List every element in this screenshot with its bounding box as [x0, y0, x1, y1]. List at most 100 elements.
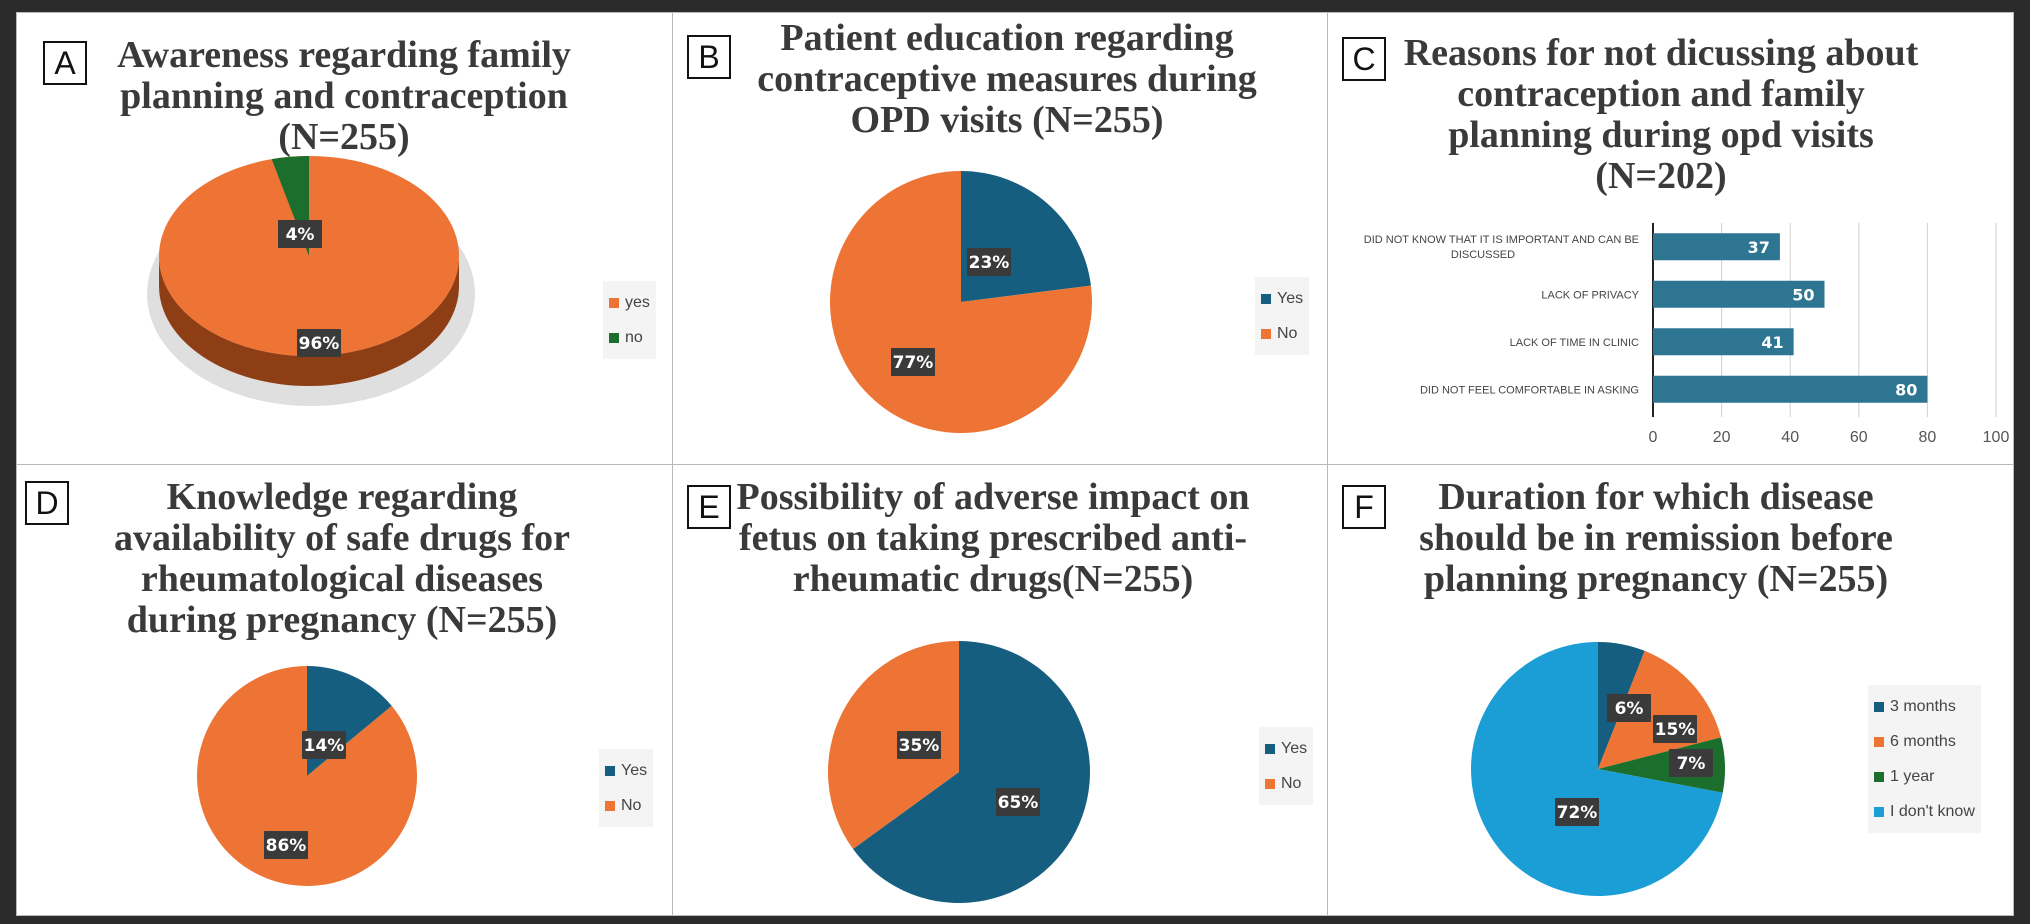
- legend-swatch: [1874, 736, 1884, 747]
- pie-slice-no: [197, 666, 418, 886]
- bar: [1653, 280, 1825, 308]
- legend-item: Yes: [605, 753, 647, 788]
- data-label: 23%: [967, 248, 1011, 276]
- data-label: 65%: [996, 788, 1040, 816]
- data-label-text: 96%: [299, 334, 340, 354]
- legend-label: 1 year: [1890, 767, 1935, 785]
- panel-b: B Patient education regarding contracept…: [672, 12, 1328, 465]
- data-label: 35%: [897, 731, 941, 759]
- legend-swatch: [609, 332, 619, 343]
- legend-label: Yes: [1277, 289, 1304, 307]
- data-label: 77%: [891, 348, 935, 376]
- chart-title: Reasons for not dicussing about contrace…: [1403, 32, 1919, 197]
- bar: [1653, 233, 1780, 261]
- pie-chart-e: 65% 35%: [827, 641, 1090, 903]
- data-label-text: 86%: [266, 836, 307, 856]
- bar-value-label: 50: [1792, 285, 1814, 304]
- legend-swatch: [1874, 806, 1884, 817]
- bar-value-label: 41: [1761, 333, 1783, 352]
- legend-swatch: [1261, 293, 1271, 304]
- data-label: 96%: [297, 329, 341, 357]
- legend-swatch: [1261, 328, 1271, 339]
- pie-chart-d: 14% 86%: [197, 666, 418, 886]
- data-label-text: 4%: [286, 225, 315, 245]
- legend: Yes No: [1255, 277, 1310, 355]
- legend-swatch: [605, 765, 615, 776]
- legend-label: No: [1277, 324, 1298, 342]
- data-label-box: [1555, 798, 1599, 826]
- category-label: LACK OF TIME IN CLINIC: [1510, 337, 1639, 349]
- data-label-box: [897, 731, 941, 759]
- data-label: 7%: [1669, 749, 1713, 777]
- category-label: LACK OF PRIVACY: [1541, 289, 1639, 301]
- data-label-box: [297, 329, 341, 357]
- legend-item: yes: [609, 285, 650, 320]
- x-tick-label: 100: [1983, 429, 2010, 446]
- legend-label: yes: [625, 293, 650, 311]
- bar: [1653, 375, 1928, 403]
- data-label: 4%: [278, 220, 322, 248]
- legend-item: No: [1265, 766, 1307, 801]
- panel-c: C Reasons for not dicussing about contra…: [1327, 12, 2014, 465]
- data-label-box: [1669, 749, 1713, 777]
- data-label: 72%: [1555, 798, 1599, 826]
- x-tick-label: 80: [1919, 429, 1937, 446]
- data-label-text: 72%: [1557, 803, 1598, 823]
- panel-letter: E: [687, 485, 731, 529]
- pie-chart-a: 4% 96%: [147, 156, 475, 406]
- data-label-box: [1607, 694, 1651, 722]
- pie-slice-yes: [961, 171, 1091, 302]
- data-label-box: [891, 348, 935, 376]
- legend: yes no: [603, 281, 656, 359]
- figure-frame: A Awareness regarding family planning an…: [16, 12, 2014, 916]
- data-label-text: 14%: [304, 736, 345, 756]
- bar-value-label: 80: [1895, 380, 1917, 399]
- legend-label: 3 months: [1890, 697, 1956, 715]
- legend-label: Yes: [1281, 739, 1308, 757]
- data-label-text: 65%: [998, 793, 1039, 813]
- pie-slice-yes: [853, 641, 1090, 903]
- legend-swatch: [1874, 771, 1884, 782]
- legend: Yes No: [599, 749, 654, 827]
- chart-title: Possibility of adverse impact on fetus o…: [736, 476, 1250, 600]
- legend-item: no: [609, 320, 650, 355]
- chart-title: Awareness regarding family planning and …: [117, 34, 571, 158]
- panel-letter: D: [25, 481, 69, 525]
- data-label-text: 7%: [1677, 754, 1706, 774]
- legend-swatch: [609, 297, 619, 308]
- data-label-box: [302, 731, 346, 759]
- data-label: 15%: [1653, 715, 1697, 743]
- category-label: DID NOT FEEL COMFORTABLE IN ASKING: [1420, 384, 1639, 396]
- legend-label: 6 months: [1890, 732, 1956, 750]
- legend-label: Yes: [621, 761, 648, 779]
- legend-label: I don't know: [1890, 802, 1975, 820]
- data-label-box: [264, 831, 308, 859]
- panel-d: D Knowledge regarding availability of sa…: [16, 464, 673, 916]
- legend-item: 1 year: [1874, 759, 1975, 794]
- data-label-text: 15%: [1655, 720, 1696, 740]
- legend-item: No: [605, 788, 647, 823]
- data-label-box: [967, 248, 1011, 276]
- legend-label: No: [621, 796, 642, 814]
- pie-slice-i-don-t-know: [1471, 642, 1723, 896]
- data-label: 6%: [1607, 694, 1651, 722]
- legend: 3 months 6 months 1 year I don't know: [1868, 685, 1981, 833]
- bar-chart-c: 0 20 40 60 80 100 37 DID NOT KNOW THAT IT IS IM…: [1364, 223, 2010, 446]
- panel-e: E Possibility of adverse impact on fetus…: [672, 464, 1328, 916]
- legend-swatch: [1874, 701, 1884, 712]
- data-label-text: 23%: [969, 253, 1010, 273]
- panel-letter: F: [1342, 485, 1386, 529]
- legend-label: no: [625, 328, 643, 346]
- legend-item: I don't know: [1874, 794, 1975, 829]
- pie-chart-f: 6% 15% 7% 72%: [1471, 642, 1725, 896]
- pie-slice-no: [827, 641, 959, 849]
- data-label: 14%: [302, 731, 346, 759]
- panel-letter: A: [43, 41, 87, 85]
- legend-item: Yes: [1265, 731, 1307, 766]
- chart-title: Duration for which disease should be in …: [1419, 476, 1893, 600]
- x-tick-label: 60: [1850, 429, 1868, 446]
- data-label-box: [996, 788, 1040, 816]
- x-tick-label: 20: [1713, 429, 1731, 446]
- legend-item: 3 months: [1874, 689, 1975, 724]
- data-label-box: [1653, 715, 1697, 743]
